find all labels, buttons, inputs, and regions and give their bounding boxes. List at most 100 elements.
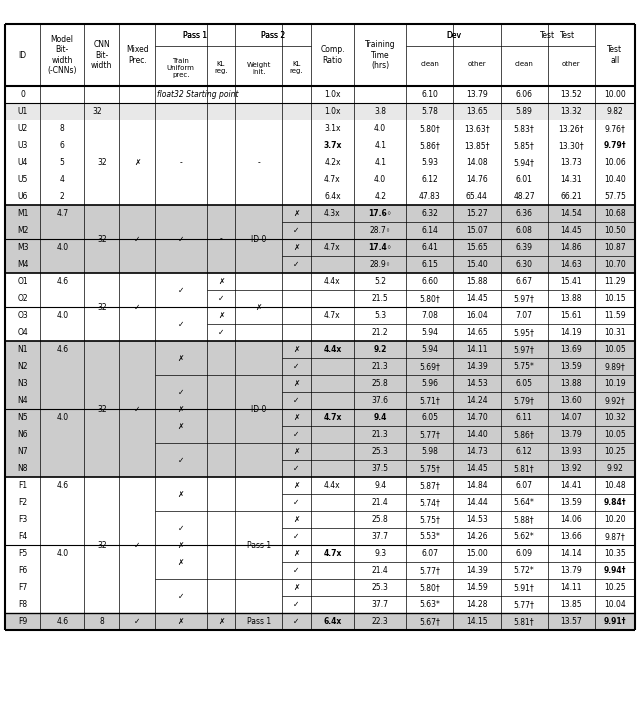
Text: ✗: ✗ [293,413,300,422]
Text: 13.93: 13.93 [561,447,582,456]
Text: 4.4x: 4.4x [323,345,342,354]
Text: 14.15: 14.15 [466,617,488,626]
Text: other: other [562,61,580,67]
Text: 4.0: 4.0 [56,549,68,558]
Text: ✗: ✗ [293,583,300,592]
Text: Pass 1: Pass 1 [246,540,271,550]
Text: 21.3: 21.3 [372,362,388,371]
Text: ✓: ✓ [293,464,300,473]
Text: 32: 32 [97,234,106,243]
Text: 10.05: 10.05 [604,430,626,439]
Text: 6.4x: 6.4x [324,192,340,201]
Text: ✗: ✗ [177,490,184,498]
Bar [5,392,635,409]
Text: 14.24: 14.24 [466,396,488,405]
Text: ✓: ✓ [134,540,140,550]
Bar [5,460,635,477]
Text: 5.77†: 5.77† [419,430,440,439]
Text: other: other [468,61,486,67]
Text: O2: O2 [17,294,28,303]
Text: ✗: ✗ [218,277,224,286]
Text: U6: U6 [17,192,28,201]
Text: 9.2: 9.2 [374,345,387,354]
Text: 15.27: 15.27 [466,209,488,218]
Text: 25.8: 25.8 [372,515,388,524]
Text: ✗: ✗ [177,421,184,431]
Text: 66.21: 66.21 [561,192,582,201]
Text: 15.65: 15.65 [466,243,488,252]
Text: Train
Uniform
prec.: Train Uniform prec. [167,58,195,78]
Text: ✗: ✗ [293,379,300,388]
Text: 21.2: 21.2 [372,328,388,337]
Text: ✓: ✓ [177,234,184,243]
Text: 14.84: 14.84 [466,481,488,490]
Text: 5.62*: 5.62* [514,532,534,541]
Bar [5,86,635,103]
Text: 5.79†: 5.79† [514,396,534,405]
Text: 6.15: 6.15 [421,260,438,269]
Text: 15.61: 15.61 [561,311,582,320]
Text: 13.69: 13.69 [561,345,582,354]
Text: 5.97†: 5.97† [514,294,534,303]
Text: ✓: ✓ [218,294,224,303]
Text: -: - [179,158,182,167]
Text: 4: 4 [60,175,65,184]
Text: ✓: ✓ [293,226,300,235]
Text: 13.59: 13.59 [561,498,582,507]
Text: 6.32: 6.32 [421,209,438,218]
Text: 3.8: 3.8 [374,107,386,116]
Text: 25.3: 25.3 [372,583,388,592]
Text: 13.92: 13.92 [561,464,582,473]
Text: 9.79†: 9.79† [604,141,627,150]
Text: ✗: ✗ [293,481,300,490]
Text: 5.3: 5.3 [374,311,386,320]
Text: 32: 32 [97,540,106,550]
Bar [5,188,635,205]
Text: 10.20: 10.20 [604,515,626,524]
Text: Dev: Dev [446,31,461,39]
Text: 10.87: 10.87 [604,243,626,252]
Text: N2: N2 [17,362,28,371]
Text: ✗: ✗ [293,515,300,524]
Text: 6.12: 6.12 [516,447,532,456]
Text: 13.32: 13.32 [561,107,582,116]
Text: 17.6◦: 17.6◦ [369,209,392,218]
Text: 14.53: 14.53 [466,515,488,524]
Bar [5,171,635,188]
Text: 13.65: 13.65 [466,107,488,116]
Text: 5.75†: 5.75† [419,515,440,524]
Bar [5,222,635,239]
Text: 13.88: 13.88 [561,379,582,388]
Text: Pass 2: Pass 2 [260,31,285,39]
Text: 9.82: 9.82 [607,107,623,116]
Text: 10.05: 10.05 [604,345,626,354]
Text: 8: 8 [60,124,65,133]
Text: M3: M3 [17,243,28,252]
Text: N8: N8 [17,464,28,473]
Text: 21.4: 21.4 [372,566,388,575]
Text: 5.94: 5.94 [421,328,438,337]
Text: ✓: ✓ [177,591,184,600]
Text: clean: clean [515,61,534,67]
Bar [5,562,635,579]
Text: 37.5: 37.5 [372,464,388,473]
Text: 4.7x: 4.7x [323,549,342,558]
Text: ✓: ✓ [293,396,300,405]
Text: 13.26†: 13.26† [559,124,584,133]
Text: 9.94†: 9.94† [604,566,626,575]
Text: N4: N4 [17,396,28,405]
Text: 6.07: 6.07 [421,549,438,558]
Text: N7: N7 [17,447,28,456]
Text: ✗: ✗ [177,617,184,626]
Text: 10.15: 10.15 [604,294,626,303]
Text: 10.40: 10.40 [604,175,626,184]
Text: U5: U5 [17,175,28,184]
Text: 5.75†: 5.75† [419,464,440,473]
Text: 3.7x: 3.7x [323,141,342,150]
Text: 14.59: 14.59 [466,583,488,592]
Text: 14.86: 14.86 [561,243,582,252]
Text: 4.1: 4.1 [374,141,386,150]
Bar [5,579,635,596]
Text: O1: O1 [17,277,28,286]
Text: 13.79: 13.79 [561,566,582,575]
